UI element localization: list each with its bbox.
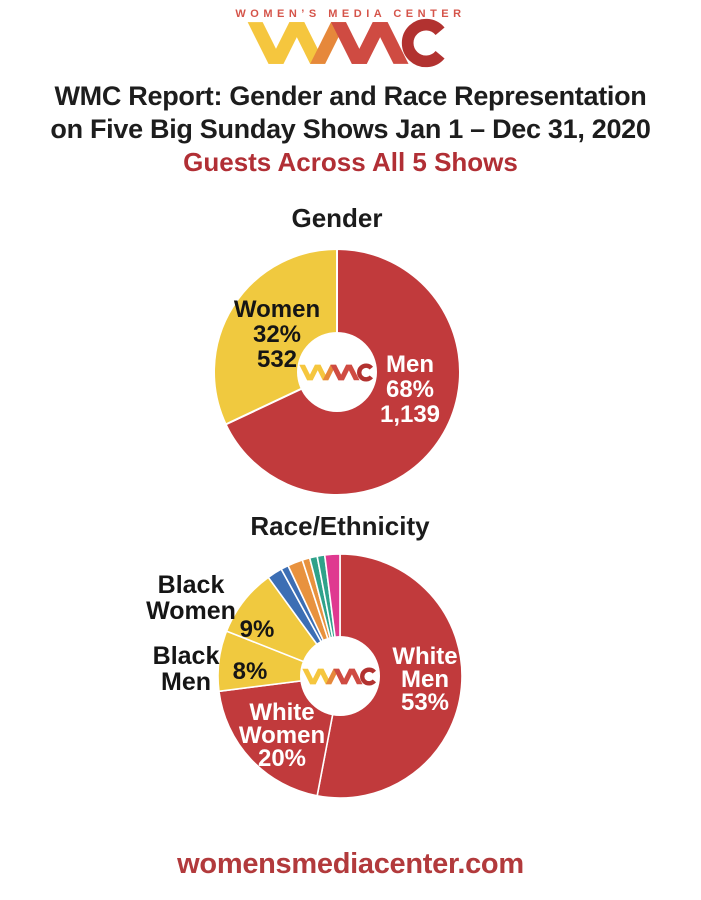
footer-link[interactable]: womensmediacenter.com xyxy=(177,848,524,880)
chart-label-line: Women xyxy=(238,722,326,749)
chart-label-line: Black xyxy=(152,642,220,670)
wmc-logo xyxy=(246,18,456,68)
chart-label-8: 8% xyxy=(150,660,350,684)
chart-label-line: 532 xyxy=(256,346,298,373)
page-title: WMC Report: Gender and Race Representati… xyxy=(0,80,701,146)
gender-chart-title: Gender xyxy=(291,203,383,233)
chart-label-black-women: Black Women xyxy=(91,572,291,624)
chart-label-line: White xyxy=(249,699,315,726)
chart-label-line: 8% xyxy=(232,658,268,685)
chart-label-9: 9% xyxy=(157,618,357,642)
chart-label-line: Men xyxy=(161,668,211,696)
chart-label-line: Men xyxy=(386,351,434,378)
chart-label-white-women-20: White Women 20% xyxy=(182,699,382,772)
chart-label-line: 9% xyxy=(239,616,275,643)
pie-slice-white-men xyxy=(316,553,463,799)
page-title-line1: WMC Report: Gender and Race Representati… xyxy=(54,81,647,111)
pie-slice-white-women xyxy=(218,675,341,797)
chart-label-men-68-1139: Men 68% 1,139 xyxy=(310,352,510,427)
chart-label-line: Women xyxy=(233,296,321,323)
chart-label-line: Men xyxy=(401,666,449,693)
chart-label-line: White xyxy=(392,643,458,670)
chart-label-line: 53% xyxy=(400,689,450,716)
page-subtitle: Guests Across All 5 Shows xyxy=(183,147,518,177)
chart-label-line: Women xyxy=(146,597,236,625)
chart-label-line: 1,139 xyxy=(379,401,441,428)
race-ethnicity-donut-chart xyxy=(217,553,463,799)
race-chart-title: Race/Ethnicity xyxy=(250,511,430,541)
wmc-wordmark: WOMEN’S MEDIA CENTER xyxy=(235,8,466,20)
chart-label-line: Black xyxy=(157,571,225,599)
chart-label-line: 68% xyxy=(385,376,435,403)
chart-label-women-32-532: Women 32% 532 xyxy=(177,297,377,372)
chart-label-black-men: Black Men xyxy=(86,643,286,695)
chart-label-line: 20% xyxy=(257,745,307,772)
chart-label-white-men-53: White Men 53% xyxy=(325,643,525,716)
page-title-line2: on Five Big Sunday Shows Jan 1 – Dec 31,… xyxy=(50,114,651,144)
chart-label-line: 32% xyxy=(252,321,302,348)
